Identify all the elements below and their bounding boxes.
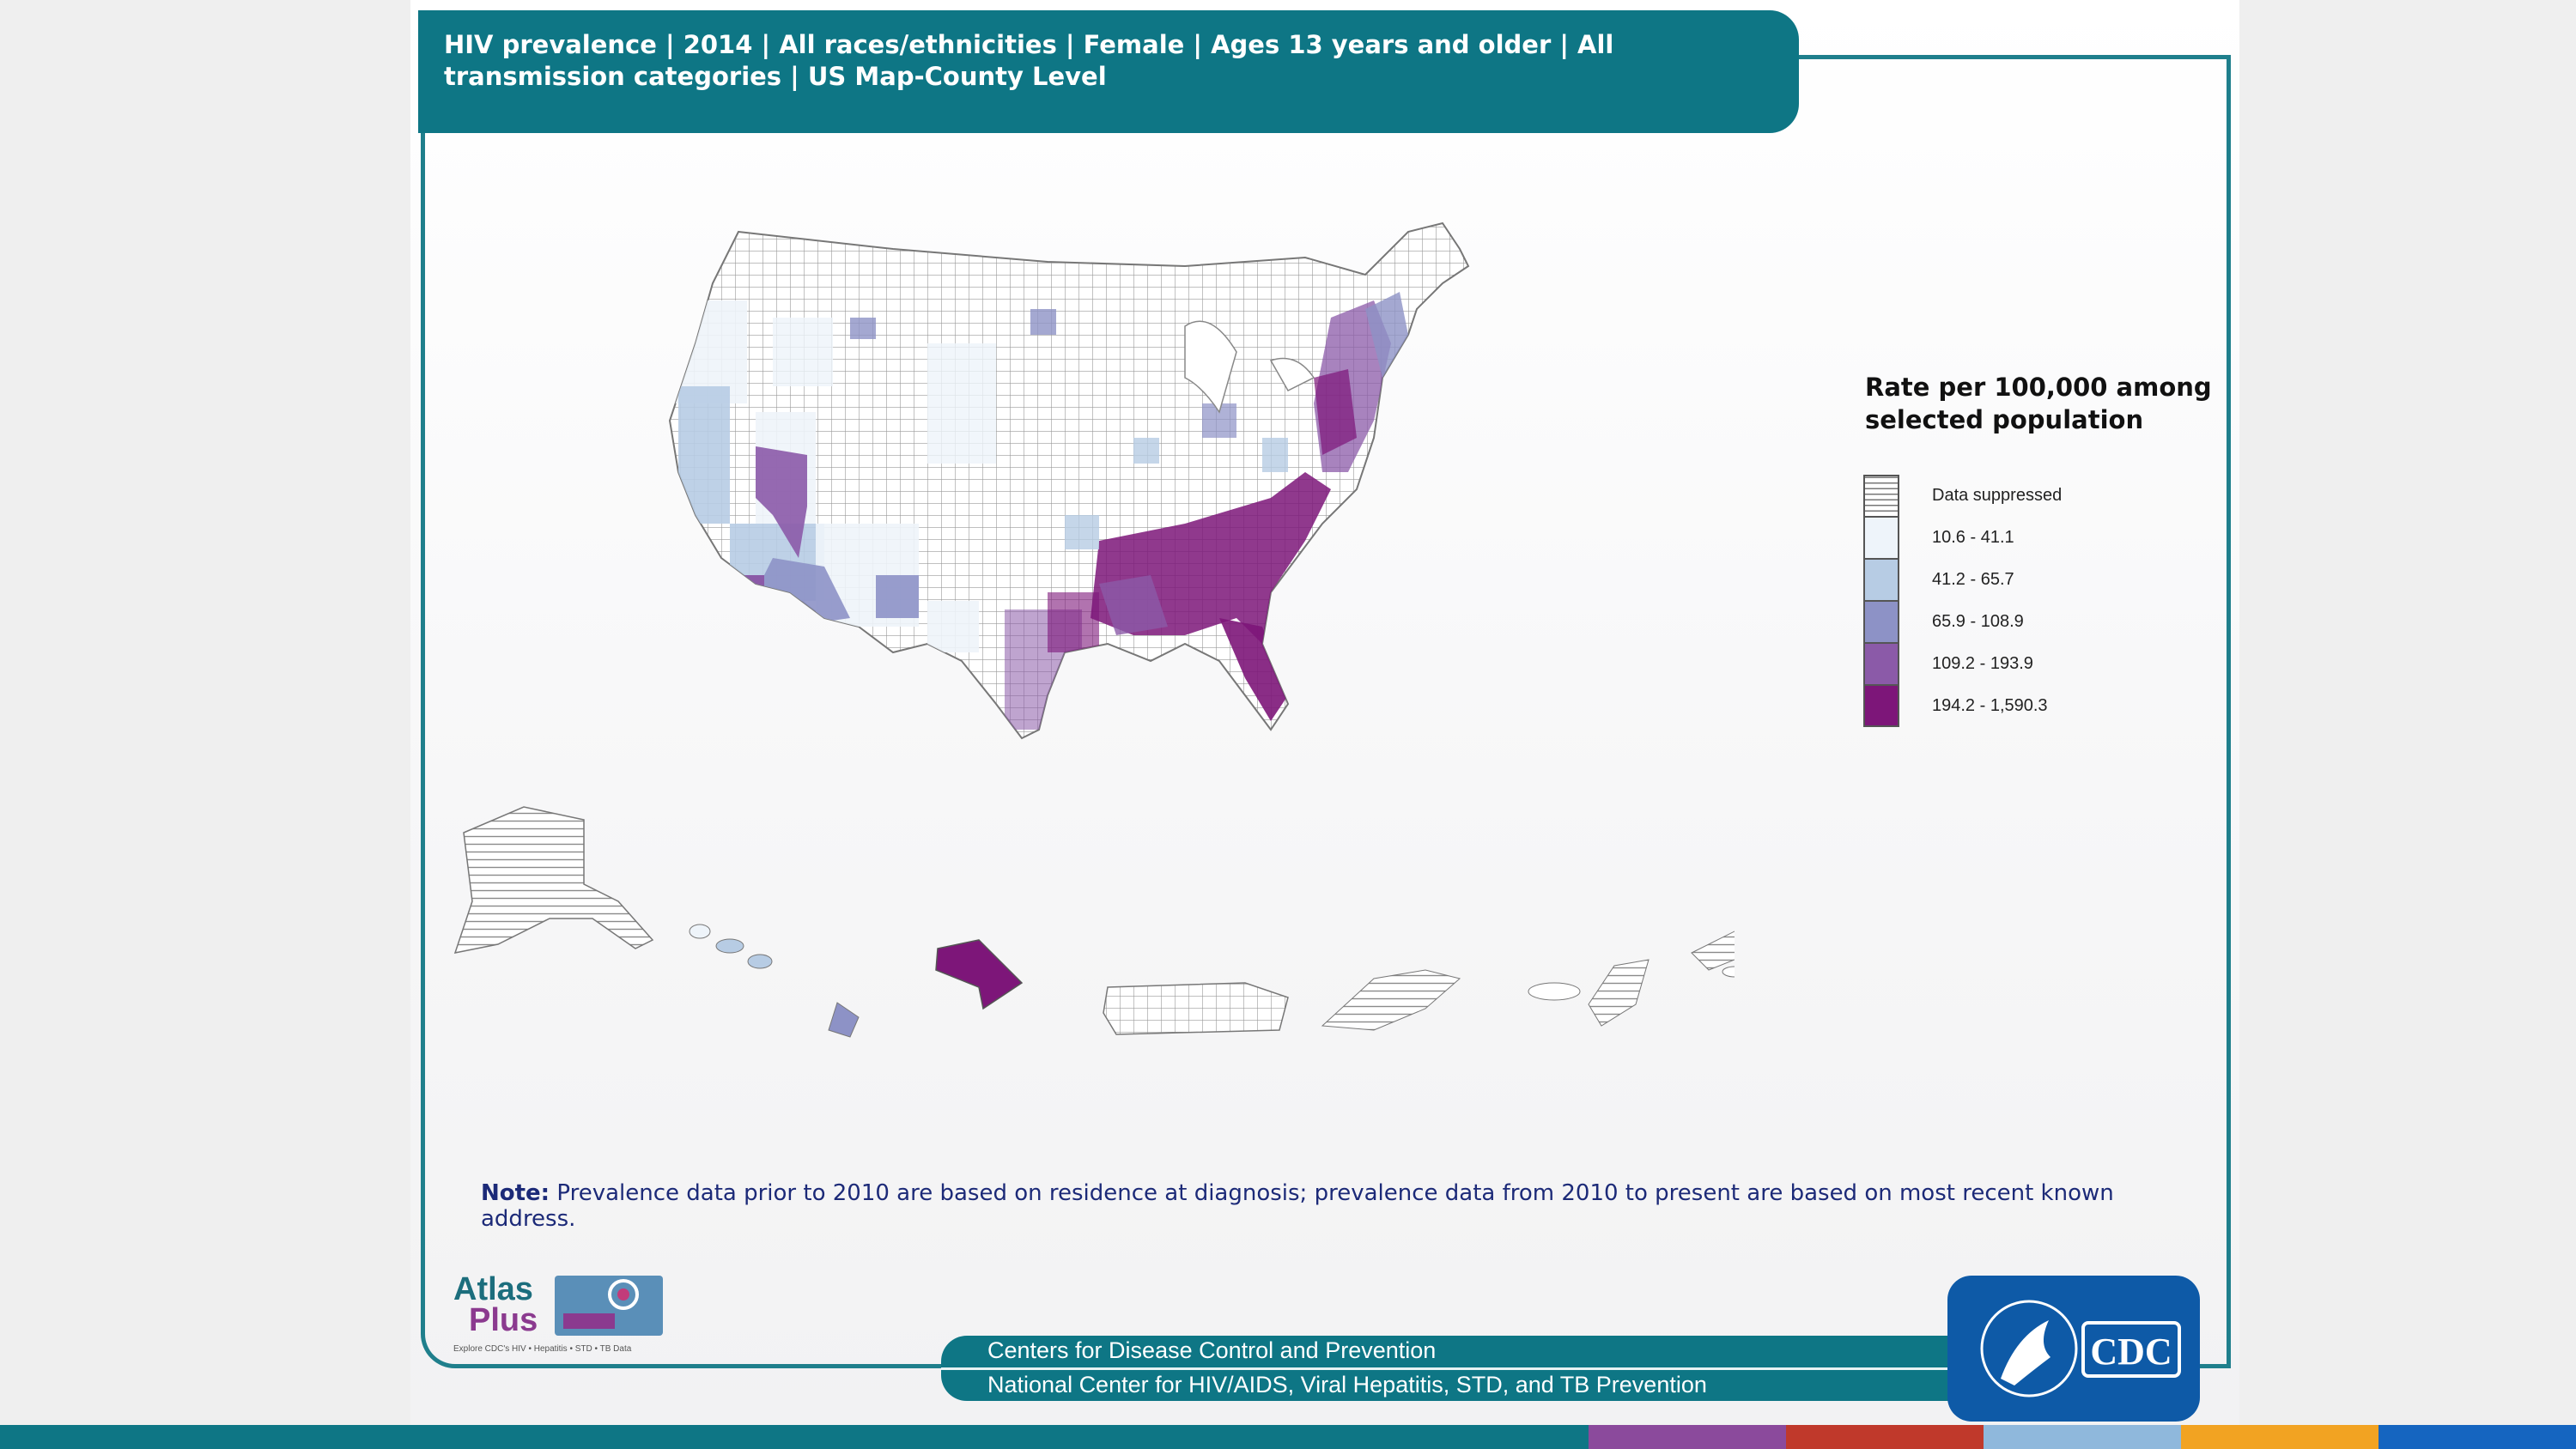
legend-label: 109.2 - 193.9	[1932, 654, 2033, 673]
legend-item: 109.2 - 193.9	[1863, 643, 2062, 685]
map-legend: Data suppressed 10.6 - 41.1 41.2 - 65.7 …	[1863, 475, 2062, 727]
legend-label: 10.6 - 41.1	[1932, 528, 2014, 547]
footer-line2: National Center for HIV/AIDS, Viral Hepa…	[987, 1372, 1707, 1397]
cdc-footer-bar: Centers for Disease Control and Preventi…	[941, 1336, 1989, 1401]
prevalence-note: Note: Prevalence data prior to 2010 are …	[481, 1180, 2198, 1232]
atlasplus-logo: Atlas Plus Explore CDC's HIV • Hepatitis…	[452, 1270, 683, 1356]
us-county-map	[447, 215, 1921, 1073]
atlas-logo-text1: Atlas	[453, 1271, 533, 1307]
contiguous-us	[668, 221, 1470, 740]
legend-item: 194.2 - 1,590.3	[1863, 685, 2062, 727]
note-text: Prevalence data prior to 2010 are based …	[481, 1180, 2114, 1232]
legend-label: 65.9 - 108.9	[1932, 612, 2024, 631]
atlas-logo-tagline: Explore CDC's HIV • Hepatitis • STD • TB…	[453, 1344, 632, 1354]
map-title-header: HIV prevalence | 2014 | All races/ethnic…	[418, 10, 1799, 133]
legend-swatch	[1863, 559, 1899, 601]
legend-title: Rate per 100,000 among selected populati…	[1865, 373, 2212, 434]
footer-line1: Centers for Disease Control and Preventi…	[987, 1337, 1437, 1363]
district-of-columbia	[935, 939, 1024, 1010]
legend-item: 41.2 - 65.7	[1863, 559, 2062, 601]
atlas-logo-text2: Plus	[469, 1302, 538, 1338]
map-title: HIV prevalence | 2014 | All races/ethnic…	[444, 30, 1614, 91]
cdc-logo: CDC	[1947, 1276, 2200, 1422]
legend-item: Data suppressed	[1863, 475, 2062, 517]
legend-item: 10.6 - 41.1	[1863, 517, 2062, 559]
bottom-color-stripes	[0, 1425, 2576, 1449]
alaska	[453, 806, 654, 954]
legend-item: 65.9 - 108.9	[1863, 601, 2062, 643]
legend-label: Data suppressed	[1932, 486, 2063, 505]
legend-label: 41.2 - 65.7	[1932, 570, 2014, 589]
hhs-eagle-icon	[2001, 1320, 2050, 1385]
hawaii	[689, 924, 860, 1038]
footer-divider	[941, 1367, 1989, 1370]
territories	[1321, 845, 1921, 1031]
legend-swatch	[1863, 685, 1899, 727]
cdc-logo-text: CDC	[2090, 1331, 2172, 1373]
puerto-rico	[1103, 982, 1289, 1035]
legend-swatch	[1863, 643, 1899, 685]
slide-background	[410, 0, 2239, 1425]
legend-swatch	[1863, 517, 1899, 559]
legend-swatch	[1863, 475, 1899, 517]
legend-swatch	[1863, 601, 1899, 643]
frame-top-border	[1799, 55, 2231, 59]
legend-label: 194.2 - 1,590.3	[1932, 696, 2048, 715]
note-label: Note:	[481, 1180, 550, 1206]
